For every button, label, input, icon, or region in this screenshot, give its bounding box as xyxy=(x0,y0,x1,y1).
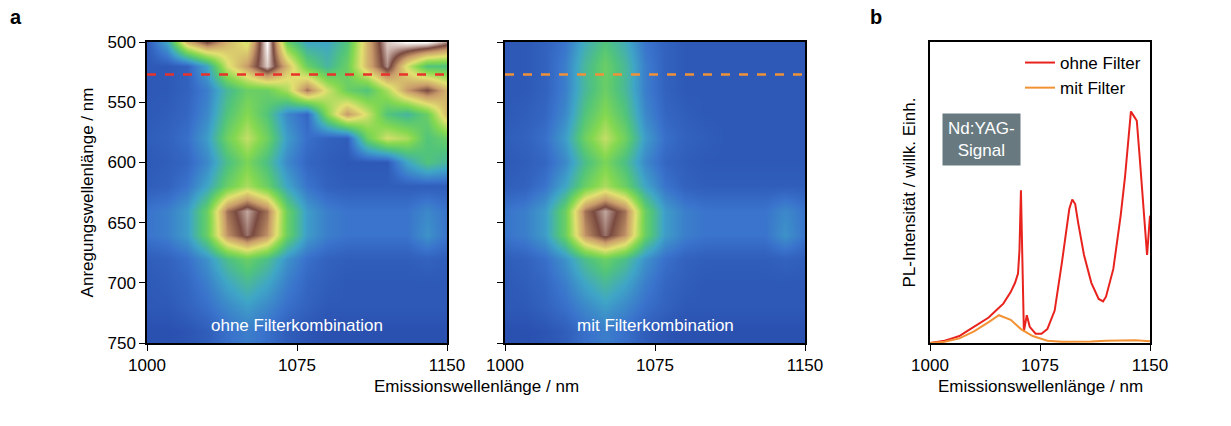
svg-text:Anregungswellenlänge / nm: Anregungswellenlänge / nm xyxy=(78,88,97,298)
svg-text:550: 550 xyxy=(107,93,135,112)
svg-text:1150: 1150 xyxy=(429,356,466,375)
svg-text:ohne Filterkombination: ohne Filterkombination xyxy=(211,316,383,335)
svg-text:mit Filter: mit Filter xyxy=(1060,79,1126,98)
svg-text:Nd:YAG-Signal: Nd:YAG-Signal xyxy=(948,119,1015,160)
svg-text:1150: 1150 xyxy=(787,356,824,375)
svg-text:1075: 1075 xyxy=(636,356,674,375)
svg-text:PL-Intensität / willk. Einh.: PL-Intensität / willk. Einh. xyxy=(900,98,919,288)
svg-text:mit Filterkombination: mit Filterkombination xyxy=(577,316,734,335)
svg-text:1000: 1000 xyxy=(128,356,166,375)
svg-text:b: b xyxy=(870,6,882,28)
svg-text:1075: 1075 xyxy=(1021,356,1059,375)
svg-text:Emissionswellenlänge / nm: Emissionswellenlänge / nm xyxy=(374,377,579,396)
svg-text:a: a xyxy=(10,6,22,28)
svg-text:Emissionswellenlänge / nm: Emissionswellenlänge / nm xyxy=(938,377,1143,396)
svg-text:1150: 1150 xyxy=(1132,356,1169,375)
svg-text:500: 500 xyxy=(107,33,135,52)
svg-text:1000: 1000 xyxy=(911,356,949,375)
svg-text:1000: 1000 xyxy=(486,356,524,375)
svg-text:ohne Filter: ohne Filter xyxy=(1060,54,1141,73)
svg-text:650: 650 xyxy=(107,214,135,233)
svg-text:750: 750 xyxy=(107,334,135,353)
svg-text:1075: 1075 xyxy=(278,356,316,375)
svg-text:700: 700 xyxy=(107,274,135,293)
svg-text:600: 600 xyxy=(107,153,135,172)
